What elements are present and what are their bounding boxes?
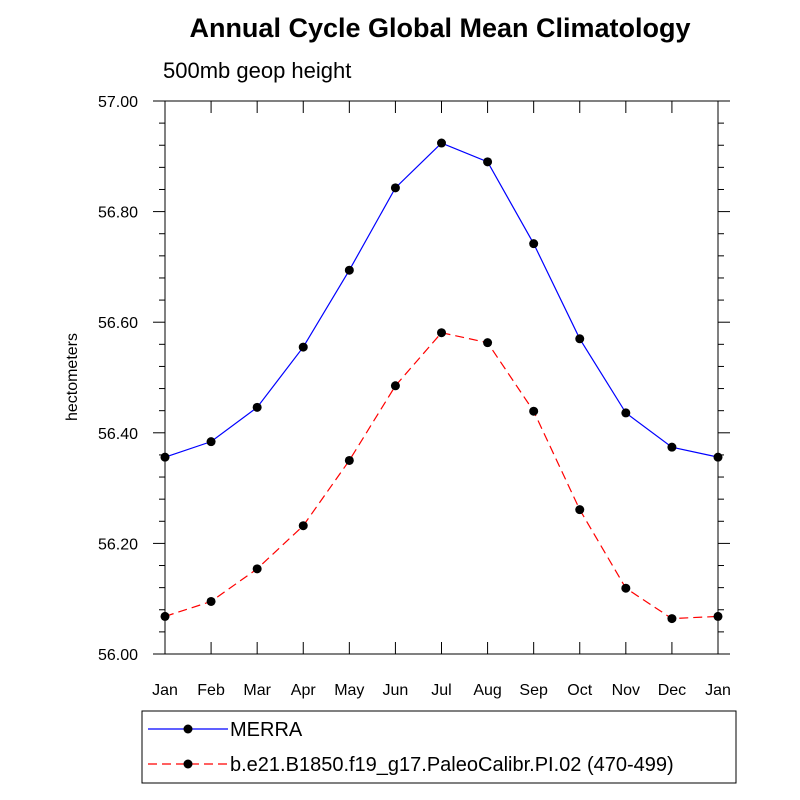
- series-2-point: [575, 505, 585, 515]
- series-2-point: [483, 338, 493, 348]
- x-tick-label: Jul: [431, 682, 451, 699]
- y-tick-label: 57.00: [98, 94, 138, 111]
- legend-box: [141, 710, 737, 784]
- series-2-point: [713, 611, 723, 621]
- series-line-2: [164, 332, 719, 620]
- x-tick-label: Mar: [243, 682, 271, 699]
- y-tick-label: 56.80: [98, 205, 138, 222]
- legend: MERRA b.e21.B1850.f19_g17.PaleoCalibr.PI.…: [141, 710, 737, 784]
- series-2-point: [252, 564, 262, 574]
- series-1-point: [575, 334, 585, 344]
- chart-subtitle: 500mb geop height: [163, 58, 351, 83]
- series-2-point: [206, 596, 216, 606]
- x-tick-label: Sep: [519, 682, 548, 699]
- series-2-point: [160, 611, 170, 621]
- axes-layer: Jan Feb Mar Apr May Jun Jul Aug Sep Oct Nov Dec Jan 5…: [98, 94, 731, 699]
- plot-frame: [164, 100, 719, 655]
- x-tick-label: Jan: [152, 682, 178, 699]
- y-tick-label: 56.00: [98, 647, 138, 664]
- legend-marker: [183, 724, 193, 734]
- series-1-point: [529, 239, 539, 249]
- x-tick-label: Jun: [383, 682, 409, 699]
- series-1-point: [344, 265, 354, 275]
- x-tick-label: Nov: [612, 682, 640, 699]
- series-1-point: [298, 342, 308, 352]
- chart-title: Annual Cycle Global Mean Climatology: [189, 13, 690, 43]
- x-tick-label: Aug: [473, 682, 501, 699]
- series-1-point: [483, 157, 493, 167]
- legend-entry-label: b.e21.B1850.f19_g17.PaleoCalibr.PI.02 (4…: [230, 754, 674, 776]
- series-1-point: [160, 452, 170, 462]
- x-tick-label: Apr: [291, 682, 317, 699]
- x-tick-label: Jan: [705, 682, 731, 699]
- y-axis-label: hectometers: [64, 333, 81, 421]
- series-2-point: [621, 583, 631, 593]
- series-layer: [160, 138, 723, 624]
- series-1-point: [621, 408, 631, 418]
- series-1-point: [390, 183, 400, 193]
- series-1-point: [713, 452, 723, 462]
- y-tick-label: 56.60: [98, 315, 138, 332]
- series-1-point: [437, 138, 446, 148]
- y-tick-label: 56.20: [98, 536, 138, 553]
- x-tick-label: Feb: [197, 682, 225, 699]
- legend-marker: [183, 759, 193, 769]
- series-2-point: [298, 521, 308, 531]
- series-1-point: [667, 442, 677, 452]
- y-tick-label: 56.40: [98, 426, 138, 443]
- series-2-point: [344, 455, 354, 465]
- series-2-point: [529, 406, 539, 416]
- series-1-point: [252, 402, 262, 412]
- series-2-point: [437, 328, 446, 338]
- series-line-1: [164, 142, 719, 458]
- series-2-point: [667, 614, 677, 624]
- series-2-point: [390, 381, 400, 391]
- x-tick-label: May: [334, 682, 364, 699]
- legend-entry-label: MERRA: [230, 719, 303, 741]
- x-tick-label: Oct: [567, 682, 592, 699]
- x-tick-label: Dec: [658, 682, 686, 699]
- series-1-point: [206, 437, 216, 447]
